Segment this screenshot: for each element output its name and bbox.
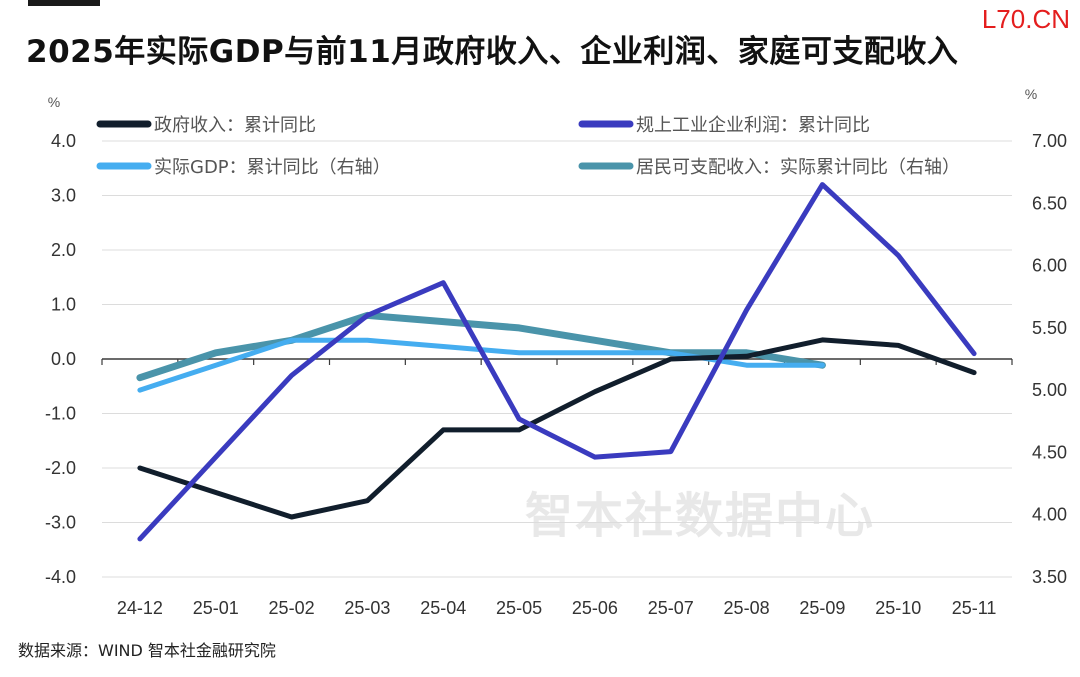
x-axis-tick-label: 24-12 [117,598,163,618]
page-title: 2025年实际GDP与前11月政府收入、企业利润、家庭可支配收入 [26,34,959,70]
x-axis-tick-label: 25-10 [875,598,921,618]
right-axis-tick-label: 5.00 [1032,380,1067,400]
axes: 4.0 3.0 2.0 1.0 0.0 -1.0 -2.0 -3.0 -4.0 7.00 6.50 6… [45,86,1067,618]
x-axis-tick-label: 25-11 [952,598,997,618]
right-axis-unit: % [1025,86,1037,102]
right-axis-tick-label: 5.50 [1032,318,1067,338]
x-axis-tick-label: 25-03 [344,598,390,618]
left-axis-tick-label: 4.0 [51,131,76,151]
x-axis-tick-label: 25-06 [572,598,618,618]
x-axis-tick-label: 25-01 [193,598,239,618]
x-axis-tick-label: 25-05 [496,598,542,618]
series-line-0 [137,337,977,520]
right-axis-tick-label: 3.50 [1032,567,1067,587]
right-axis-tick-label: 6.00 [1032,256,1067,276]
series-lines [136,182,977,542]
left-axis-tick-label: 0.0 [51,349,76,369]
left-axis-unit: % [48,94,60,110]
legend-label: 规上工业企业利润：累计同比 [636,115,870,136]
brand-logo: L70.CN [981,4,1070,34]
legend-label: 居民可支配收入：实际累计同比（右轴） [636,157,960,178]
series-line-1 [137,182,977,542]
data-source-note: 数据来源：WIND 智本社金融研究院 [18,641,276,660]
right-axis-tick-label: 4.50 [1032,442,1067,462]
left-axis-tick-label: -4.0 [45,567,76,587]
x-axis-tick-label: 25-08 [724,598,770,618]
left-axis-tick-label: -1.0 [45,404,76,424]
legend-label: 实际GDP：累计同比（右轴） [154,157,391,178]
left-axis-tick-label: -3.0 [45,513,76,533]
right-axis-tick-label: 6.50 [1032,193,1067,213]
legend-label: 政府收入：累计同比 [154,115,316,136]
left-axis-tick-label: -2.0 [45,458,76,478]
left-axis-tick-label: 2.0 [51,240,76,260]
left-axis-tick-label: 3.0 [51,186,76,206]
x-axis-tick-label: 25-09 [799,598,845,618]
x-axis-tick-label: 25-07 [648,598,694,618]
right-axis-tick-label: 7.00 [1032,131,1067,151]
x-axis-tick-label: 25-04 [420,598,466,618]
watermark: 智本社数据中心 [525,488,875,544]
series-line-3 [136,311,826,382]
title-accent-bar [28,0,100,6]
left-axis-tick-label: 1.0 [51,295,76,315]
right-axis-tick-label: 4.00 [1032,505,1067,525]
x-axis-tick-label: 25-02 [269,598,315,618]
